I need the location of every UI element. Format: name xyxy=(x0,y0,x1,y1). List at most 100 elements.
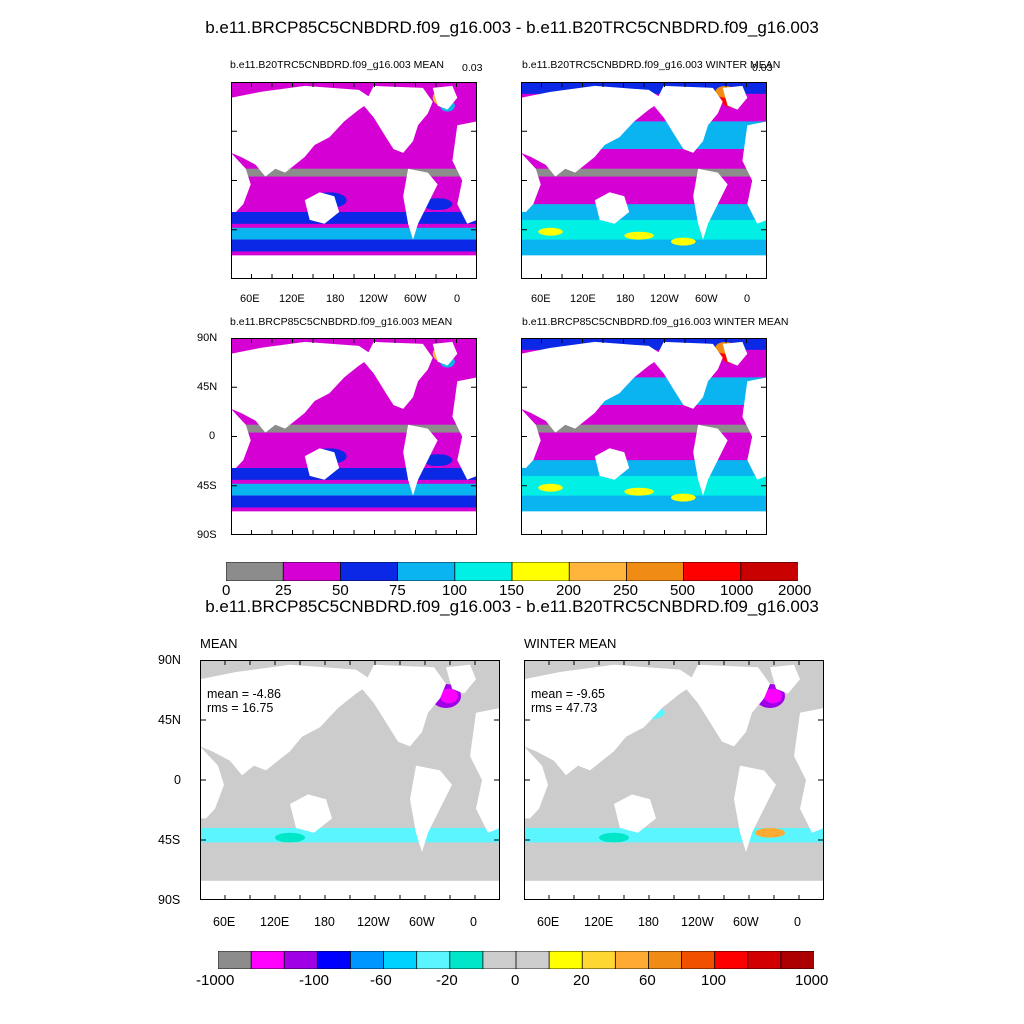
lon-label: 60E xyxy=(537,915,560,929)
land-mass xyxy=(686,664,770,747)
equatorial-band xyxy=(231,424,477,433)
colorbar-tick-label: -20 xyxy=(436,972,458,989)
land-mass xyxy=(521,85,664,177)
bottom-figure-title: b.e11.BRCP85C5CNBDRD.f09_g16.003 - b.e11… xyxy=(205,597,819,616)
colorbar-tick-label: 1000 xyxy=(795,972,829,989)
lat-label: 90S xyxy=(158,893,181,907)
colorbar-tick-label: 0 xyxy=(511,972,520,989)
lon-label: 120E xyxy=(279,293,305,305)
land-mass xyxy=(231,408,251,468)
land-mass xyxy=(653,341,723,409)
colorbar-tick-label: 25 xyxy=(275,582,292,599)
panel-4-title: b.e11.BRCP85C5CNBDRD.f09_g16.003 WINTER … xyxy=(522,316,789,328)
land-mass xyxy=(521,341,664,433)
panel-2-title: b.e11.B20TRC5CNBDRD.f09_g16.003 WINTER M… xyxy=(522,59,781,71)
land-mass xyxy=(794,708,824,833)
lon-label: 0 xyxy=(794,915,801,929)
land-mass xyxy=(290,794,332,833)
lat-label: 45N xyxy=(158,713,181,727)
land-mass xyxy=(594,192,630,224)
bottom-colorbar xyxy=(218,951,814,969)
lon-label: 120E xyxy=(584,915,614,929)
antarctica xyxy=(521,511,767,535)
panel-4-map xyxy=(521,338,767,535)
land-mass xyxy=(770,664,800,694)
so-diff-band xyxy=(200,828,500,843)
colorbar-swatch xyxy=(283,951,319,969)
land-mass xyxy=(594,448,630,480)
land-mass xyxy=(742,377,767,480)
colorbar-tick-label: 100 xyxy=(442,582,468,599)
land-mass xyxy=(693,168,728,240)
north-atlantic-diff-core xyxy=(440,688,458,704)
land-mass xyxy=(304,192,340,224)
equatorial-band xyxy=(521,424,767,433)
panel-5-mean: mean = -4.86 xyxy=(207,687,282,701)
land-mass xyxy=(742,121,767,224)
colorbar-swatch xyxy=(416,951,451,969)
land-mass xyxy=(521,408,541,468)
colorbar-tick-label: 1000 xyxy=(720,582,754,599)
lon-label: 120E xyxy=(570,293,596,305)
lon-label: 120W xyxy=(357,915,390,929)
land-mass xyxy=(403,424,438,496)
colorbar-tick-label: 50 xyxy=(332,582,349,599)
lon-label: 0 xyxy=(470,915,477,929)
so-yellow-patch xyxy=(624,231,654,240)
colorbar-swatch xyxy=(625,562,685,581)
colorbar-swatch xyxy=(226,562,285,581)
land-mass xyxy=(403,168,438,240)
colorbar-swatch xyxy=(568,562,628,581)
lon-label: 120E xyxy=(260,915,290,929)
lon-label: 60W xyxy=(404,293,427,305)
panel-6-title: WINTER MEAN xyxy=(524,636,617,651)
so-band xyxy=(231,468,477,480)
arctic-band xyxy=(231,82,477,94)
lat-label: 45S xyxy=(158,833,181,847)
so-diff-patch xyxy=(599,832,629,843)
land-mass xyxy=(200,664,374,776)
land-mass xyxy=(432,85,458,110)
lon-label: 180 xyxy=(616,293,635,305)
colorbar-swatch xyxy=(740,562,798,581)
colorbar-swatch xyxy=(482,951,517,969)
antarctica xyxy=(231,255,477,279)
panel-1-corner-label: 0.03 xyxy=(462,62,483,74)
panel-2-corner-label: 0.03 xyxy=(752,62,773,74)
antarctica xyxy=(231,511,477,535)
lon-label: 120W xyxy=(650,293,679,305)
colorbar-swatch xyxy=(449,951,484,969)
land-mass xyxy=(524,664,698,776)
colorbar-swatch xyxy=(218,951,253,969)
so-sky-band xyxy=(231,483,477,496)
colorbar-swatch xyxy=(780,951,814,969)
so-diff-orange xyxy=(755,828,785,838)
lat-label: 90N xyxy=(197,332,218,344)
panel-5-map xyxy=(200,660,500,900)
land-mass xyxy=(452,121,477,224)
land-mass xyxy=(452,377,477,480)
panel-5-title: MEAN xyxy=(200,636,238,651)
panel-5-rms: rms = 16.75 xyxy=(207,701,274,715)
lon-label: 60W xyxy=(409,915,435,929)
north-atlantic-diff-core xyxy=(764,688,782,704)
panel-6-map xyxy=(524,660,824,900)
land-mass xyxy=(722,85,748,110)
colorbar-swatch xyxy=(747,951,782,969)
land-mass xyxy=(304,448,340,480)
lon-label: 60W xyxy=(695,293,718,305)
colorbar-swatch xyxy=(683,562,742,581)
land-mass xyxy=(200,746,224,819)
lon-label: 120W xyxy=(359,293,388,305)
so-band xyxy=(231,239,477,252)
colorbar-swatch xyxy=(548,951,584,969)
colorbar-tick-label: 75 xyxy=(389,582,406,599)
land-mass xyxy=(231,341,374,433)
lon-label: 60W xyxy=(733,915,759,929)
top-colorbar xyxy=(226,562,798,581)
lon-label: 60E xyxy=(531,293,551,305)
colorbar-swatch xyxy=(511,562,571,581)
lon-label: 180 xyxy=(314,915,335,929)
colorbar-swatch xyxy=(681,951,716,969)
colorbar-swatch xyxy=(614,951,650,969)
